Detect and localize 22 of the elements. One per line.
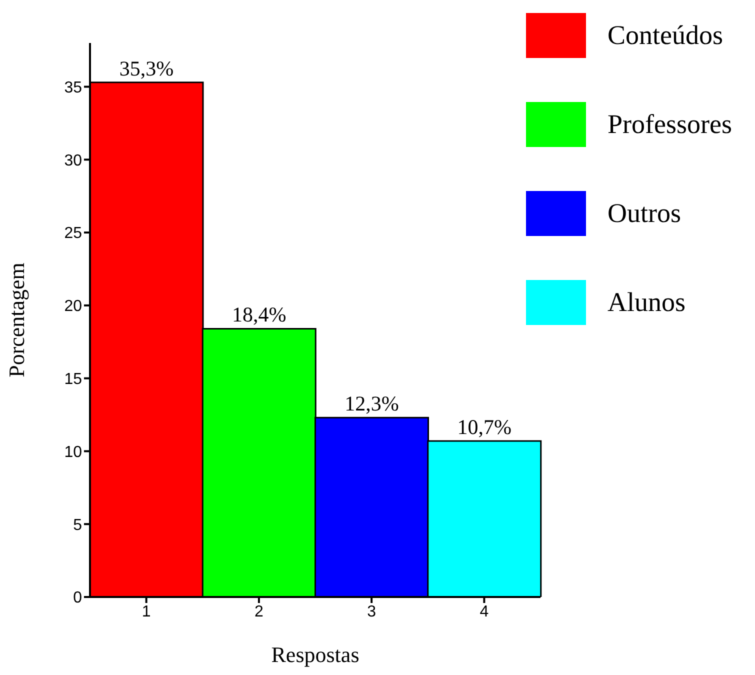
x-tick-label: 4	[480, 603, 489, 620]
data-label: 18,4%	[232, 302, 286, 327]
y-axis-title: Porcentagem	[4, 262, 29, 378]
data-label: 12,3%	[344, 392, 399, 416]
y-tick-label: 15	[64, 370, 82, 388]
legend-label: Outros	[608, 198, 682, 229]
data-label: 35,3%	[119, 56, 174, 80]
y-tick-label: 35	[64, 79, 82, 96]
y-tick-label: 0	[73, 590, 82, 607]
y-tick-label: 25	[64, 225, 82, 242]
legend-label: Professores	[608, 109, 732, 140]
x-tick-label: 3	[367, 603, 376, 620]
y-tick-label: 10	[64, 444, 82, 461]
legend-label: Conteúdos	[608, 20, 724, 51]
x-tick-label: 1	[142, 603, 151, 620]
x-axis-title: Respostas	[271, 642, 360, 667]
x-tick-label: 2	[254, 603, 264, 620]
y-tick-label: 20	[64, 298, 82, 316]
legend-label: Alunos	[608, 287, 686, 318]
y-tick-label: 5	[73, 516, 82, 534]
data-label: 10,7%	[457, 415, 512, 440]
y-tick-label: 30	[64, 152, 82, 170]
